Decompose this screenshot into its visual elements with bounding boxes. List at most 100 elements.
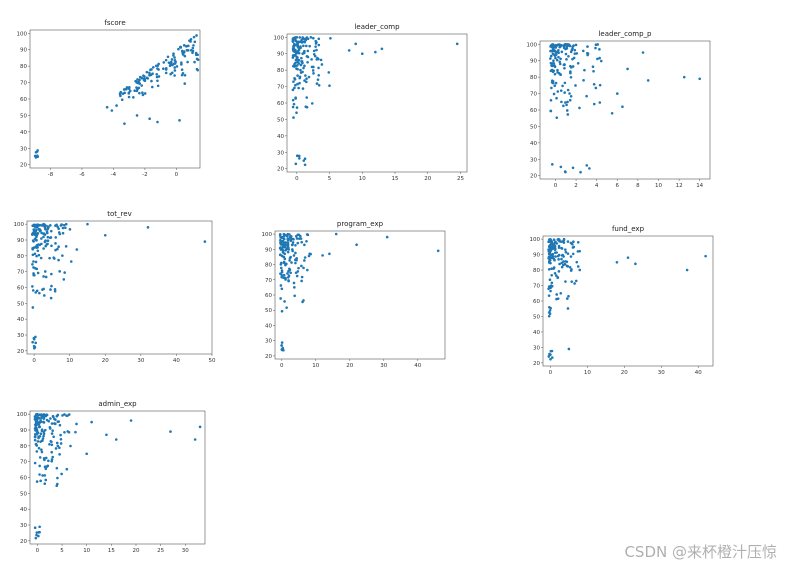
scatter-point — [35, 267, 39, 271]
scatter-point — [374, 50, 377, 54]
scatter-point — [38, 464, 42, 468]
scatter-point — [49, 288, 52, 291]
scatter-point — [299, 68, 302, 72]
scatter-point — [570, 280, 574, 283]
scatter-point — [189, 40, 192, 43]
scatter-point — [297, 266, 300, 270]
scatter-point — [164, 68, 168, 71]
scatter-point — [298, 75, 302, 79]
scatter-point — [558, 62, 562, 66]
scatter-point — [549, 249, 553, 252]
x-tick-label: 30 — [137, 358, 144, 364]
scatter-point — [136, 78, 139, 81]
scatter-point — [35, 235, 38, 239]
y-tick-label: 30 — [277, 150, 284, 156]
scatter-point — [548, 238, 552, 241]
scatter-point — [310, 65, 314, 69]
scatter-point — [582, 78, 585, 82]
scatter-point — [119, 90, 123, 94]
y-tick-label: 20 — [20, 163, 27, 169]
scatter-point — [320, 63, 324, 66]
scatter-point — [285, 306, 288, 309]
scatter-point — [328, 84, 331, 87]
scatter-point — [554, 255, 557, 258]
scatter-point — [548, 305, 551, 309]
scatter-point — [283, 245, 287, 249]
y-tick-label: 30 — [20, 523, 27, 529]
scatter-point — [138, 91, 141, 95]
scatter-point — [556, 254, 560, 258]
scatter-point — [380, 47, 384, 51]
panel-title: leader_comp — [354, 23, 400, 31]
scatter-point — [293, 78, 297, 81]
scatter-point — [296, 51, 300, 55]
scatter-point — [571, 243, 574, 246]
y-tick-label: 60 — [530, 108, 537, 114]
chart-leader-comp: leader_comp 20 30 40 50 60 70 80 90 100 0 5 10 15 20 25 — [265, 18, 475, 188]
scatter-point — [61, 254, 64, 257]
scatter-point — [300, 279, 303, 283]
scatter-point — [564, 52, 568, 56]
scatter-point — [148, 71, 151, 75]
scatter-point — [45, 465, 49, 468]
scatter-point — [615, 92, 619, 95]
scatter-point — [296, 154, 299, 158]
scatter-point — [152, 65, 155, 69]
scatter-point — [44, 478, 48, 482]
scatter-point — [305, 239, 308, 243]
scatter-point — [292, 254, 296, 257]
scatter-point — [280, 274, 284, 277]
scatter-point — [555, 274, 558, 277]
scatter-point — [551, 256, 554, 260]
scatter-point — [38, 425, 42, 429]
scatter-point — [42, 235, 45, 239]
scatter-point — [123, 122, 126, 125]
scatter-point — [564, 47, 567, 51]
scatter-point — [36, 271, 40, 275]
scatter-point — [162, 61, 166, 64]
scatter-point — [305, 96, 309, 99]
x-tick-label: 40 — [414, 363, 421, 369]
scatter-point — [295, 40, 299, 44]
scatter-point — [555, 116, 559, 119]
scatter-point — [295, 256, 298, 260]
scatter-point — [565, 43, 569, 47]
scatter-point — [34, 536, 38, 540]
scatter-point — [291, 54, 295, 57]
scatter-point — [35, 428, 39, 432]
scatter-point — [592, 102, 596, 106]
scatter-point — [294, 83, 297, 87]
scatter-point — [557, 55, 560, 59]
scatter-point — [74, 430, 77, 434]
scatter-point — [42, 457, 46, 460]
scatter-point — [59, 433, 62, 437]
scatter-point — [55, 223, 58, 227]
y-tick-label: 20 — [265, 354, 272, 360]
scatter-point — [286, 245, 289, 248]
scatter-point — [300, 60, 303, 63]
scatter-point — [305, 80, 308, 84]
scatter-point — [574, 84, 577, 87]
scatter-point — [598, 56, 601, 60]
scatter-point — [39, 256, 43, 260]
scatter-point — [34, 260, 38, 264]
scatter-point — [569, 66, 573, 69]
scatter-point — [294, 243, 297, 247]
scatter-point — [317, 83, 321, 87]
scatter-point — [310, 102, 314, 105]
scatter-point — [306, 233, 310, 237]
scatter-point — [571, 47, 574, 50]
scatter-point — [33, 423, 37, 426]
scatter-point — [682, 75, 686, 79]
scatter-point — [557, 258, 560, 261]
scatter-point — [547, 314, 551, 318]
scatter-point — [193, 60, 196, 64]
scatter-point — [296, 270, 300, 273]
scatter-point — [173, 62, 177, 65]
scatter-point — [280, 287, 284, 291]
chart-leader-comp-p: leader_comp_p 20 30 40 50 60 70 80 90 100 0 2 4 6 8 10 1… — [518, 25, 718, 195]
scatter-point — [302, 299, 305, 302]
scatter-point — [86, 222, 89, 226]
y-tick-label: 50 — [533, 314, 540, 320]
scatter-point — [288, 233, 291, 236]
